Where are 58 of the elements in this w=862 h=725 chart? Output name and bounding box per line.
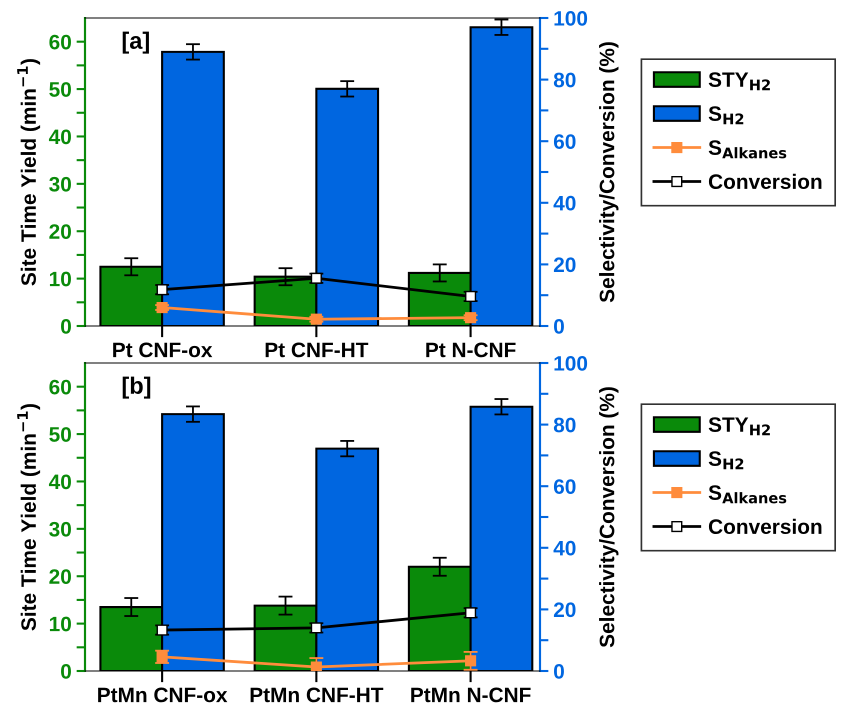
point: [156, 624, 168, 636]
y-tick-label: 30: [49, 176, 71, 192]
y2-tick-label: 40: [554, 196, 576, 211]
point: [156, 284, 168, 296]
point: [310, 622, 322, 634]
legend-label: Conversion: [708, 518, 822, 534]
y-tick-label: 10: [50, 616, 71, 632]
y2-axis-title: Selectivity/Conversion (%): [599, 387, 618, 648]
y2-tick-label: 60: [554, 479, 576, 494]
y2-tick-label: 100: [554, 11, 588, 26]
point: [465, 607, 476, 618]
x-tick-label: PtMn N-CNF: [411, 688, 531, 702]
legend-label: Conversion: [708, 174, 822, 190]
point: [310, 661, 322, 671]
point: [310, 272, 322, 284]
y-tick-label: 60: [49, 380, 71, 394]
y2-tick-label: 80: [554, 72, 576, 88]
annotation: [b]: [122, 376, 150, 399]
y2-tick-label: 20: [554, 257, 576, 272]
y2-tick-label: 40: [554, 540, 576, 556]
y-tick-label: 10: [50, 272, 71, 286]
point: [156, 651, 168, 662]
y2-tick-label: 0: [554, 319, 564, 334]
legend-label: STY$_{H2}$: [708, 72, 770, 90]
annotation: [a]: [122, 32, 149, 54]
y2-axis-title: Selectivity/Conversion (%): [599, 42, 618, 302]
y-tick-label: 40: [48, 474, 71, 490]
y2-tick-label: 20: [554, 602, 576, 618]
y-axis-title: Site Time Yield (min$^{−1}$): [17, 404, 40, 630]
point: [156, 302, 168, 314]
y-axis-title: Site Time Yield (min$^{−1}$): [17, 59, 40, 286]
legend-label: S$_{H2}$: [708, 106, 744, 124]
y-tick-label: 0: [61, 319, 71, 334]
x-tick-label: Pt CNF-ox: [113, 342, 212, 358]
point: [465, 290, 476, 302]
y2-tick-label: 100: [554, 356, 588, 371]
legend-label: S$_{Alkanes}$: [708, 140, 786, 158]
legend-label: STY$_{H2}$: [708, 417, 770, 436]
x-tick-label: PtMn CNF-ox: [98, 688, 228, 702]
y2-tick-label: 0: [554, 664, 564, 679]
x-tick-label: Pt CNF-HT: [266, 342, 368, 358]
legend-label: S$_{Alkanes}$: [708, 485, 786, 504]
point: [310, 314, 322, 325]
y-tick-label: 0: [61, 664, 71, 679]
y-tick-label: 30: [49, 522, 71, 537]
legend-label: S$_{H2}$: [708, 451, 744, 470]
y-tick-label: 20: [49, 569, 71, 584]
y-tick-label: 50: [49, 427, 71, 442]
y2-tick-label: 80: [554, 418, 576, 432]
y2-tick-label: 60: [554, 134, 576, 149]
y-tick-label: 40: [48, 129, 71, 144]
point: [465, 655, 476, 666]
y-tick-label: 60: [49, 34, 71, 50]
x-tick-label: Pt N-CNF: [426, 342, 516, 358]
x-tick-label: PtMn CNF-HT: [250, 688, 384, 702]
y-tick-label: 50: [49, 82, 71, 97]
y-tick-label: 20: [49, 224, 71, 239]
point: [465, 312, 476, 324]
